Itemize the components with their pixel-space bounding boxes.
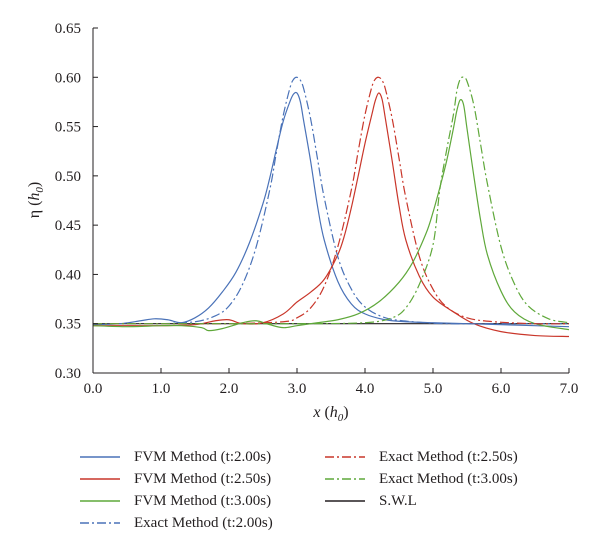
legend-swatch <box>80 478 120 480</box>
legend-swatch <box>80 522 120 524</box>
x-tick-label: 0.0 <box>84 381 103 397</box>
x-tick-label: 5.0 <box>424 381 443 397</box>
y-tick-label: 0.30 <box>55 366 81 382</box>
y-tick-label: 0.45 <box>55 218 81 234</box>
x-tick-label: 1.0 <box>152 381 171 397</box>
series-line-1 <box>93 92 570 338</box>
legend-item-exact-3-00: Exact Method (t:3.00s) <box>325 468 518 490</box>
legend-label: S.W.L <box>379 492 417 509</box>
legend-label: Exact Method (t:3.00s) <box>379 470 518 487</box>
legend-item-fvm-2-00: FVM Method (t:2.00s) <box>80 446 271 468</box>
x-tick-label: 6.0 <box>492 381 511 397</box>
series-line-0 <box>92 91 570 328</box>
y-tick-label: 0.50 <box>55 169 81 185</box>
legend-label: FVM Method (t:2.50s) <box>134 470 272 487</box>
x-tick-label: 7.0 <box>560 381 579 397</box>
legend-swatch <box>325 456 365 458</box>
x-tick-label: 4.0 <box>356 381 375 397</box>
series-line-4 <box>92 76 570 325</box>
plot-lines <box>92 76 570 338</box>
series-line-5 <box>92 76 570 325</box>
legend-swatch <box>80 500 120 502</box>
y-axis-label: η (h0) <box>26 182 46 219</box>
legend-item-exact-2-50: Exact Method (t:2.50s) <box>325 446 518 468</box>
legend-label: FVM Method (t:2.00s) <box>134 448 272 465</box>
x-axis-label: x (h0) <box>312 404 348 424</box>
legend-item-swl: S.W.L <box>325 490 417 512</box>
y-tick-label: 0.65 <box>55 21 81 37</box>
legend-swatch <box>325 500 365 502</box>
axes <box>92 28 569 374</box>
y-tick-label: 0.35 <box>55 317 81 333</box>
legend-swatch <box>325 478 365 480</box>
line-chart: 0.0 1.0 2.0 3.0 4.0 5.0 6.0 7.0 0.30 0.35 0.40 0.4… <box>26 21 579 424</box>
legend-item-fvm-2-50: FVM Method (t:2.50s) <box>80 468 271 490</box>
legend-item-exact-2-00: Exact Method (t:2.00s) <box>80 512 273 534</box>
series-line-2 <box>92 99 570 332</box>
legend-label: Exact Method (t:2.50s) <box>379 448 518 465</box>
series-line-3 <box>92 76 569 325</box>
x-ticks: 0.0 1.0 2.0 3.0 4.0 5.0 6.0 7.0 <box>84 368 579 397</box>
y-tick-label: 0.40 <box>55 267 81 283</box>
x-tick-label: 3.0 <box>288 381 307 397</box>
legend: FVM Method (t:2.00s) FVM Method (t:2.50s… <box>80 446 560 556</box>
y-ticks: 0.30 0.35 0.40 0.45 0.50 0.55 0.60 0.65 <box>55 21 98 382</box>
legend-swatch <box>80 456 120 458</box>
y-tick-label: 0.60 <box>55 70 81 86</box>
legend-label: Exact Method (t:2.00s) <box>134 514 273 531</box>
x-tick-label: 2.0 <box>220 381 239 397</box>
legend-label: FVM Method (t:3.00s) <box>134 492 272 509</box>
legend-item-fvm-3-00: FVM Method (t:3.00s) <box>80 490 271 512</box>
y-tick-label: 0.55 <box>55 120 81 136</box>
